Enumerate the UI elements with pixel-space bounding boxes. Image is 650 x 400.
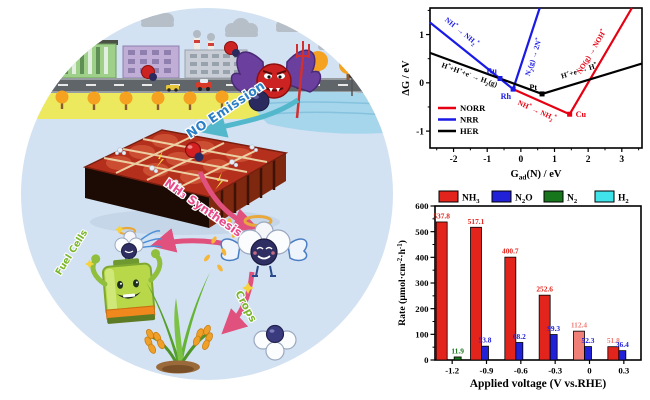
svg-text:11.9: 11.9	[451, 346, 464, 355]
svg-text:NORR: NORR	[460, 103, 486, 113]
svg-text:36.4: 36.4	[616, 340, 629, 349]
svg-text:52.3: 52.3	[582, 336, 595, 345]
svg-text:1: 1	[419, 31, 424, 41]
svg-text:0: 0	[424, 355, 429, 365]
no-molecule-small	[141, 41, 240, 81]
svg-text:N2: N2	[567, 194, 578, 205]
svg-text:68.2: 68.2	[513, 332, 526, 341]
svg-text:NH3: NH3	[462, 194, 480, 205]
svg-text:-0.3: -0.3	[548, 366, 563, 376]
svg-text:100: 100	[415, 330, 429, 340]
svg-text:-1.2: -1.2	[445, 366, 460, 376]
no-emission-arrow	[201, 97, 300, 138]
svg-text:0: 0	[518, 155, 523, 165]
svg-text:Gad(N) / eV: Gad(N) / eV	[511, 169, 562, 181]
svg-text:-2: -2	[450, 155, 458, 165]
svg-text:-1: -1	[483, 155, 491, 165]
svg-text:400: 400	[415, 253, 429, 263]
svg-text:400.7: 400.7	[502, 247, 519, 256]
svg-text:300: 300	[415, 278, 429, 288]
svg-text:51.8: 51.8	[607, 336, 620, 345]
rate-bar-chart: NH3 N2O N2 H2 0 100 200 300 400 500 600 Applied vol…	[397, 190, 642, 390]
trees-front	[23, 89, 229, 110]
svg-text:Cu: Cu	[576, 110, 587, 119]
nh3-molecule	[253, 324, 297, 361]
svg-text:Applied voltage (V vs.RHE): Applied voltage (V vs.RHE)	[470, 378, 607, 390]
water	[252, 91, 393, 134]
svg-text:53.8: 53.8	[479, 336, 492, 345]
illustration-panel: NO Emission NH₃ Synthesis Fuel Cells Cro…	[21, 8, 393, 380]
battery-character	[90, 249, 163, 324]
svg-text:99.3: 99.3	[547, 324, 560, 333]
svg-text:0: 0	[419, 79, 424, 89]
devil-no-character	[230, 41, 322, 119]
svg-text:252.6: 252.6	[536, 285, 553, 294]
sparkles	[84, 225, 254, 294]
svg-text:Ru: Ru	[487, 66, 498, 75]
angel-nh3-character	[220, 215, 308, 277]
svg-text:112.4: 112.4	[571, 321, 588, 330]
svg-text:0: 0	[587, 366, 592, 376]
svg-text:ΔG / eV: ΔG / eV	[401, 60, 412, 96]
svg-text:NRR: NRR	[460, 115, 479, 125]
svg-text:-0.9: -0.9	[480, 366, 495, 376]
svg-text:-1: -1	[416, 127, 424, 137]
svg-text:517.1: 517.1	[468, 217, 485, 226]
svg-text:Pt: Pt	[529, 83, 537, 92]
svg-text:500: 500	[415, 227, 429, 237]
wheat-plant	[144, 218, 237, 374]
svg-text:0.3: 0.3	[618, 366, 630, 376]
svg-text:200: 200	[415, 304, 429, 314]
svg-text:Rh: Rh	[501, 92, 512, 101]
svg-text:N2O: N2O	[515, 194, 533, 205]
svg-text:H2: H2	[618, 194, 629, 205]
svg-text:HER: HER	[460, 126, 479, 136]
crops-arrow	[221, 271, 255, 335]
svg-text:600: 600	[415, 201, 429, 211]
svg-text:1: 1	[552, 155, 557, 165]
svg-text:-0.6: -0.6	[514, 366, 529, 376]
svg-text:537.8: 537.8	[433, 211, 450, 220]
svg-text:3: 3	[619, 155, 624, 165]
svg-text:2: 2	[586, 155, 591, 165]
svg-text:Rate (μmol·cm-2·h-1): Rate (μmol·cm-2·h-1)	[397, 240, 408, 326]
